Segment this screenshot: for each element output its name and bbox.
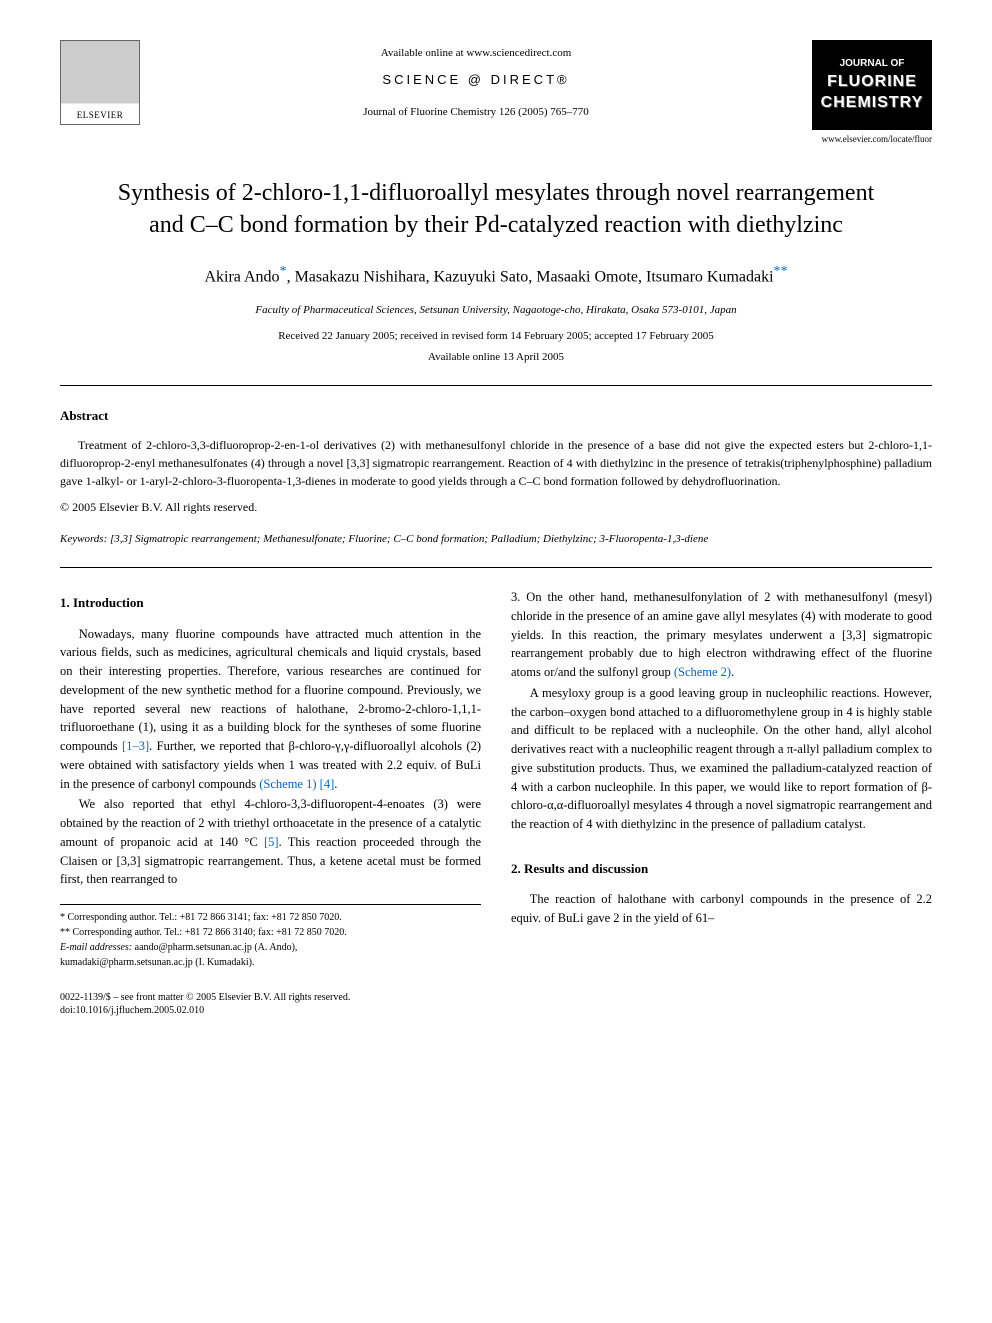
journal-reference: Journal of Fluorine Chemistry 126 (2005)… <box>140 104 812 121</box>
journal-logo-line1: JOURNAL OF <box>840 58 905 70</box>
journal-url: www.elsevier.com/locate/fluor <box>812 133 932 147</box>
intro-para-3: 3. On the other hand, methanesulfonylati… <box>511 588 932 682</box>
section-1-heading: 1. Introduction <box>60 593 481 613</box>
authors-line: Akira Ando*, Masakazu Nishihara, Kazuyuk… <box>60 261 932 289</box>
header-row: ELSEVIER Available online at www.science… <box>60 40 932 147</box>
ref-link-5[interactable]: [5] <box>264 835 279 849</box>
elsevier-logo: ELSEVIER <box>60 40 140 125</box>
column-right: 3. On the other hand, methanesulfonylati… <box>511 588 932 971</box>
footnote-1: * Corresponding author. Tel.: +81 72 866… <box>60 911 481 925</box>
author-1: Akira Ando <box>204 269 279 286</box>
keywords-line: Keywords: [3,3] Sigmatropic rearrangemen… <box>60 531 932 548</box>
science-direct-logo: SCIENCE @ DIRECT® <box>140 70 812 90</box>
journal-logo: JOURNAL OF FLUORINE CHEMISTRY <box>812 40 932 130</box>
corr-mark-1[interactable]: * <box>280 264 287 279</box>
page-footer: 0022-1139/$ – see front matter © 2005 El… <box>60 991 932 1017</box>
publisher-name: ELSEVIER <box>77 109 124 123</box>
journal-logo-block: JOURNAL OF FLUORINE CHEMISTRY www.elsevi… <box>812 40 932 147</box>
ref-link-4[interactable]: [4] <box>317 777 335 791</box>
email-label: E-mail addresses: <box>60 942 132 953</box>
authors-rest: , Masakazu Nishihara, Kazuyuki Sato, Mas… <box>287 269 774 286</box>
footnote-2: ** Corresponding author. Tel.: +81 72 86… <box>60 926 481 940</box>
column-left: 1. Introduction Nowadays, many fluorine … <box>60 588 481 971</box>
publisher-block: ELSEVIER <box>60 40 140 125</box>
corr-mark-2[interactable]: ** <box>774 264 788 279</box>
email-2: kumadaki@pharm.setsunan.ac.jp (I. Kumada… <box>60 956 481 970</box>
header-center: Available online at www.sciencedirect.co… <box>140 40 812 121</box>
journal-logo-line2: FLUORINE <box>827 72 917 91</box>
section-2-heading: 2. Results and discussion <box>511 859 932 879</box>
abstract-text: Treatment of 2-chloro-3,3-difluoroprop-2… <box>60 436 932 490</box>
scheme-2-link[interactable]: (Scheme 2) <box>674 665 731 679</box>
divider-bottom <box>60 567 932 568</box>
footer-line-2: doi:10.1016/j.jfluchem.2005.02.010 <box>60 1004 932 1017</box>
divider-top <box>60 385 932 386</box>
email-1: aando@pharm.setsunan.ac.jp (A. Ando), <box>132 942 297 953</box>
keywords-text: [3,3] Sigmatropic rearrangement; Methane… <box>110 533 708 545</box>
body-columns: 1. Introduction Nowadays, many fluorine … <box>60 588 932 971</box>
affiliation: Faculty of Pharmaceutical Sciences, Sets… <box>60 302 932 319</box>
intro-para-1: Nowadays, many fluorine compounds have a… <box>60 625 481 794</box>
received-dates: Received 22 January 2005; received in re… <box>60 328 932 345</box>
intro-para-2: We also reported that ethyl 4-chloro-3,3… <box>60 795 481 889</box>
available-online-text: Available online at www.sciencedirect.co… <box>140 45 812 62</box>
scheme-1-link[interactable]: (Scheme 1) <box>259 777 316 791</box>
journal-logo-line3: CHEMISTRY <box>821 93 924 112</box>
ref-link-1-3[interactable]: [1–3] <box>122 739 149 753</box>
intro-para-4: A mesyloxy group is a good leaving group… <box>511 684 932 834</box>
results-para-1: The reaction of halothane with carbonyl … <box>511 890 932 928</box>
keywords-label: Keywords: <box>60 533 107 545</box>
abstract-copyright: © 2005 Elsevier B.V. All rights reserved… <box>60 498 932 516</box>
footnote-emails: E-mail addresses: aando@pharm.setsunan.a… <box>60 941 481 955</box>
footer-line-1: 0022-1139/$ – see front matter © 2005 El… <box>60 991 932 1004</box>
footnotes-block: * Corresponding author. Tel.: +81 72 866… <box>60 904 481 970</box>
article-title: Synthesis of 2-chloro-1,1-difluoroallyl … <box>100 177 892 242</box>
abstract-heading: Abstract <box>60 406 932 426</box>
online-date: Available online 13 April 2005 <box>60 349 932 366</box>
